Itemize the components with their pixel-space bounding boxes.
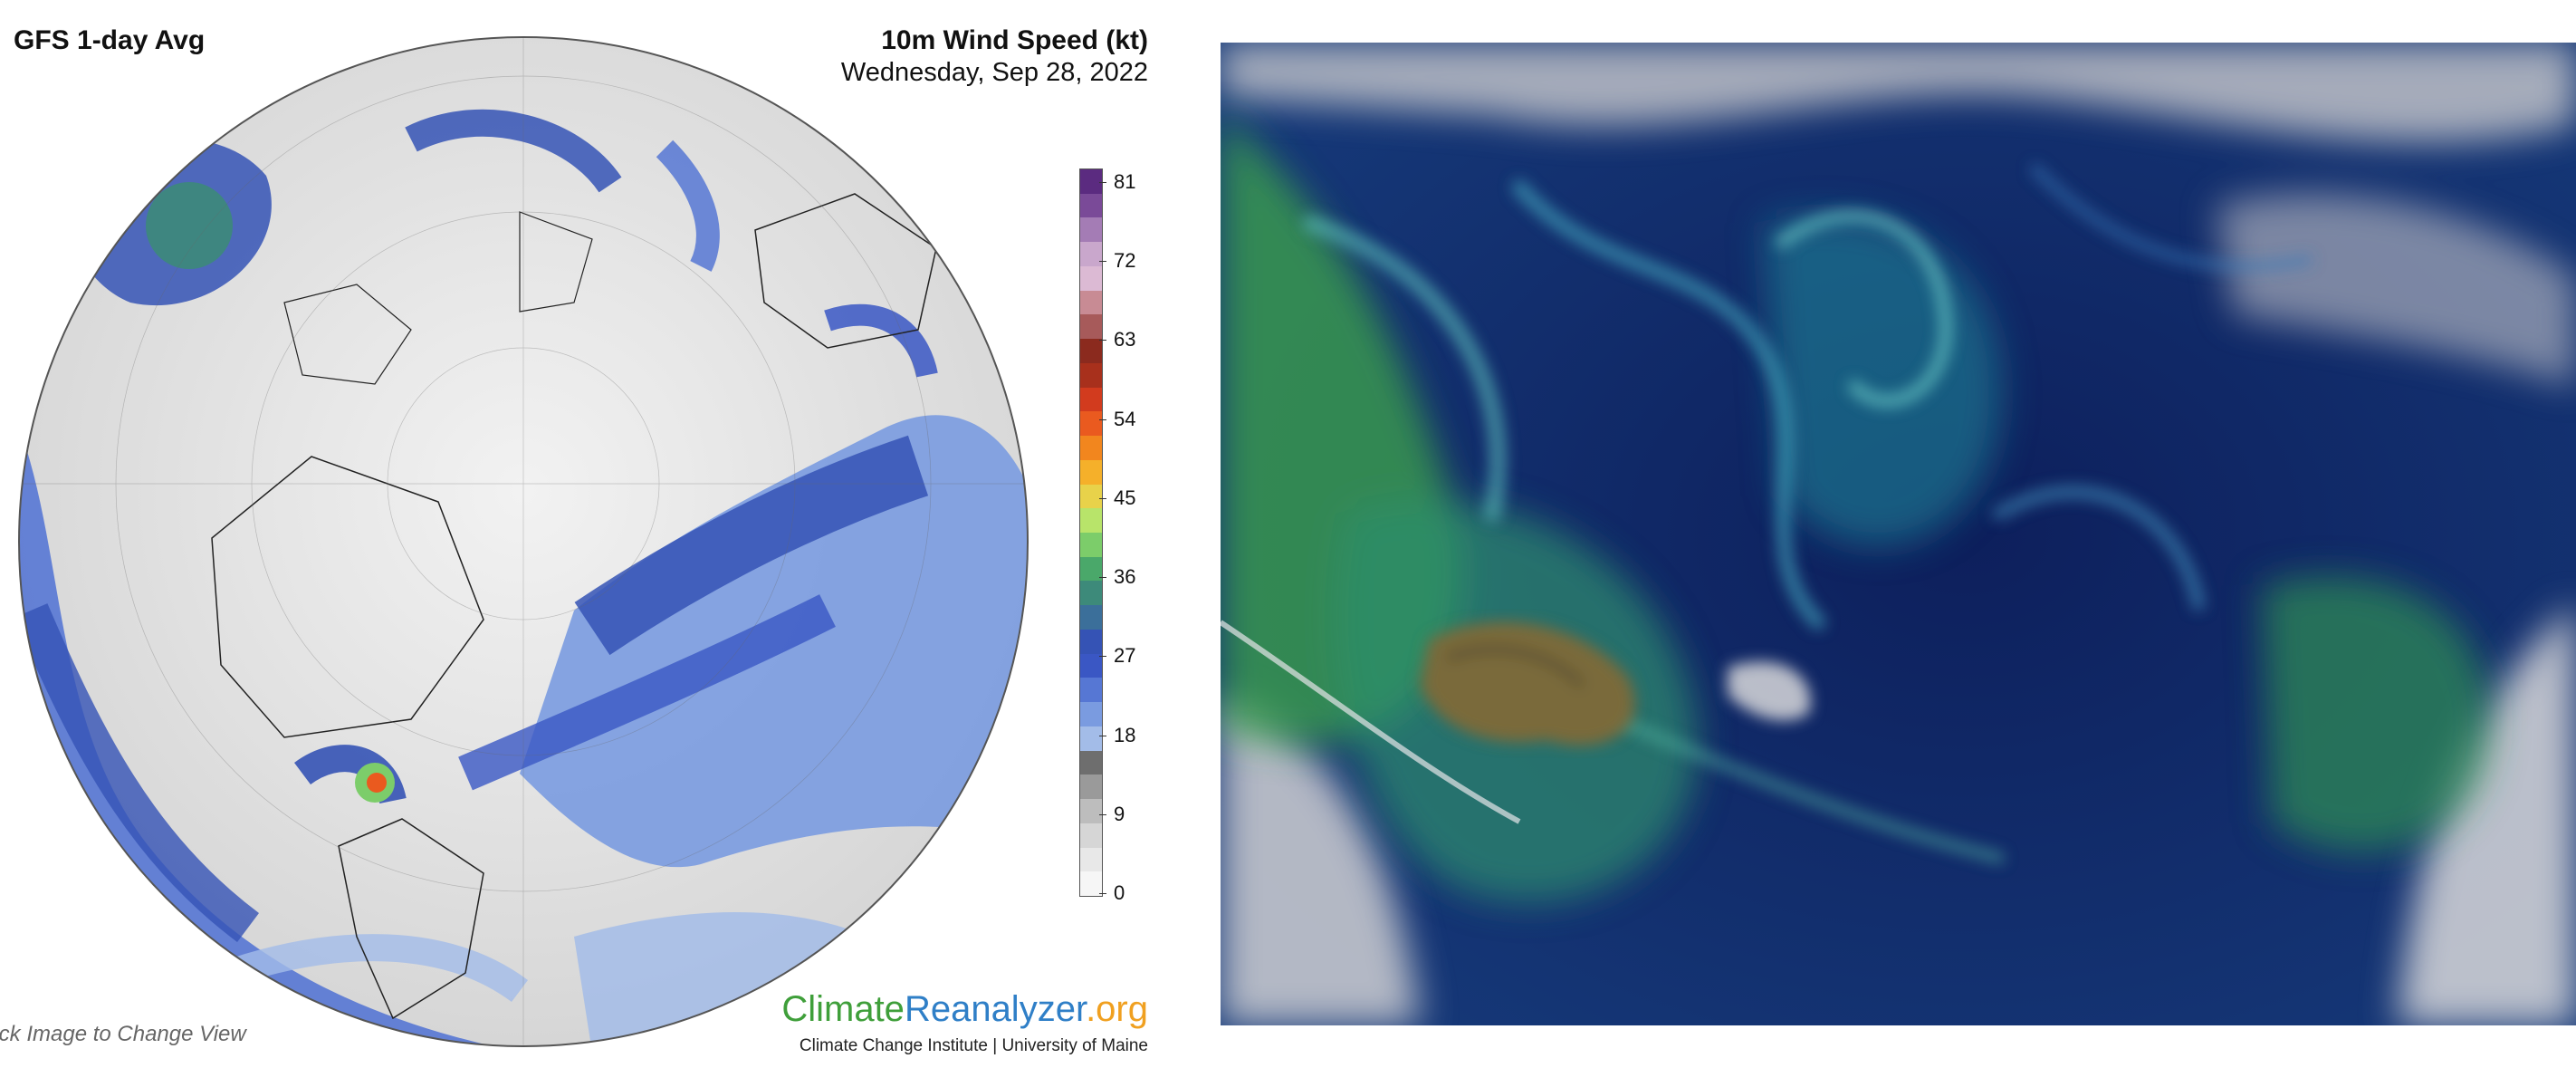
colorbar-tick-label: 0	[1098, 881, 1125, 904]
colorbar-segment	[1080, 459, 1102, 485]
colorbar-tick-label: 45	[1098, 486, 1136, 509]
institution-credit: Climate Change Institute | University of…	[799, 1036, 1148, 1055]
colorbar-segment	[1080, 871, 1102, 897]
satellite-bloom-image	[1221, 43, 2576, 1025]
colorbar-segment	[1080, 169, 1102, 194]
wind-map-panel[interactable]: GFS 1-day Avg 10m Wind Speed (kt) Wednes…	[0, 0, 1168, 1068]
colorbar-segment	[1080, 362, 1102, 388]
colorbar-segment	[1080, 726, 1102, 751]
wind-speed-colorbar	[1079, 168, 1103, 897]
colorbar-tick-label: 72	[1098, 249, 1136, 273]
colorbar-segment	[1080, 193, 1102, 218]
wind-speed-globe[interactable]	[13, 31, 1034, 1053]
colorbar-segment	[1080, 265, 1102, 291]
colorbar-segment	[1080, 556, 1102, 582]
colorbar-segment	[1080, 847, 1102, 872]
colorbar-segment	[1080, 702, 1102, 726]
colorbar-segment	[1080, 387, 1102, 412]
model-title: GFS 1-day Avg	[14, 25, 206, 55]
colorbar-segment	[1080, 533, 1102, 557]
colorbar-segment	[1080, 436, 1102, 460]
climate-reanalyzer-logo[interactable]: ClimateReanalyzer.org	[781, 989, 1148, 1030]
colorbar-segment	[1080, 799, 1102, 823]
colorbar-segment	[1080, 581, 1102, 606]
colorbar-segment	[1080, 242, 1102, 266]
variable-title: 10m Wind Speed (kt)	[881, 25, 1148, 55]
date-title: Wednesday, Sep 28, 2022	[840, 58, 1148, 87]
colorbar-segment	[1080, 339, 1102, 363]
brand-part-climate: Climate	[781, 989, 905, 1029]
colorbar-segment	[1080, 750, 1102, 775]
colorbar-tick-label: 18	[1098, 723, 1136, 746]
colorbar-tick-label: 63	[1098, 328, 1136, 351]
brand-part-org: .org	[1086, 989, 1148, 1029]
colorbar-segment	[1080, 217, 1102, 243]
colorbar-segment	[1080, 484, 1102, 509]
colorbar-segment	[1080, 678, 1102, 703]
colorbar-tick-label: 9	[1098, 802, 1125, 825]
colorbar-segment	[1080, 823, 1102, 848]
colorbar-tick-label: 81	[1098, 170, 1136, 193]
colorbar-segment	[1080, 314, 1102, 340]
colorbar-segment	[1080, 411, 1102, 437]
colorbar-segment	[1080, 653, 1102, 678]
phytoplankton-bloom-picture	[1221, 43, 2576, 1025]
brand-part-reanalyzer: Reanalyzer	[904, 989, 1087, 1029]
colorbar-tick-label: 36	[1098, 565, 1136, 589]
click-hint: lick Image to Change View	[0, 1022, 246, 1046]
colorbar-segment	[1080, 508, 1102, 534]
colorbar-segment	[1080, 605, 1102, 630]
colorbar-tick-label: 54	[1098, 407, 1136, 430]
colorbar-segment	[1080, 629, 1102, 654]
colorbar-segment	[1080, 775, 1102, 800]
colorbar-segment	[1080, 290, 1102, 315]
colorbar-tick-label: 27	[1098, 644, 1136, 668]
